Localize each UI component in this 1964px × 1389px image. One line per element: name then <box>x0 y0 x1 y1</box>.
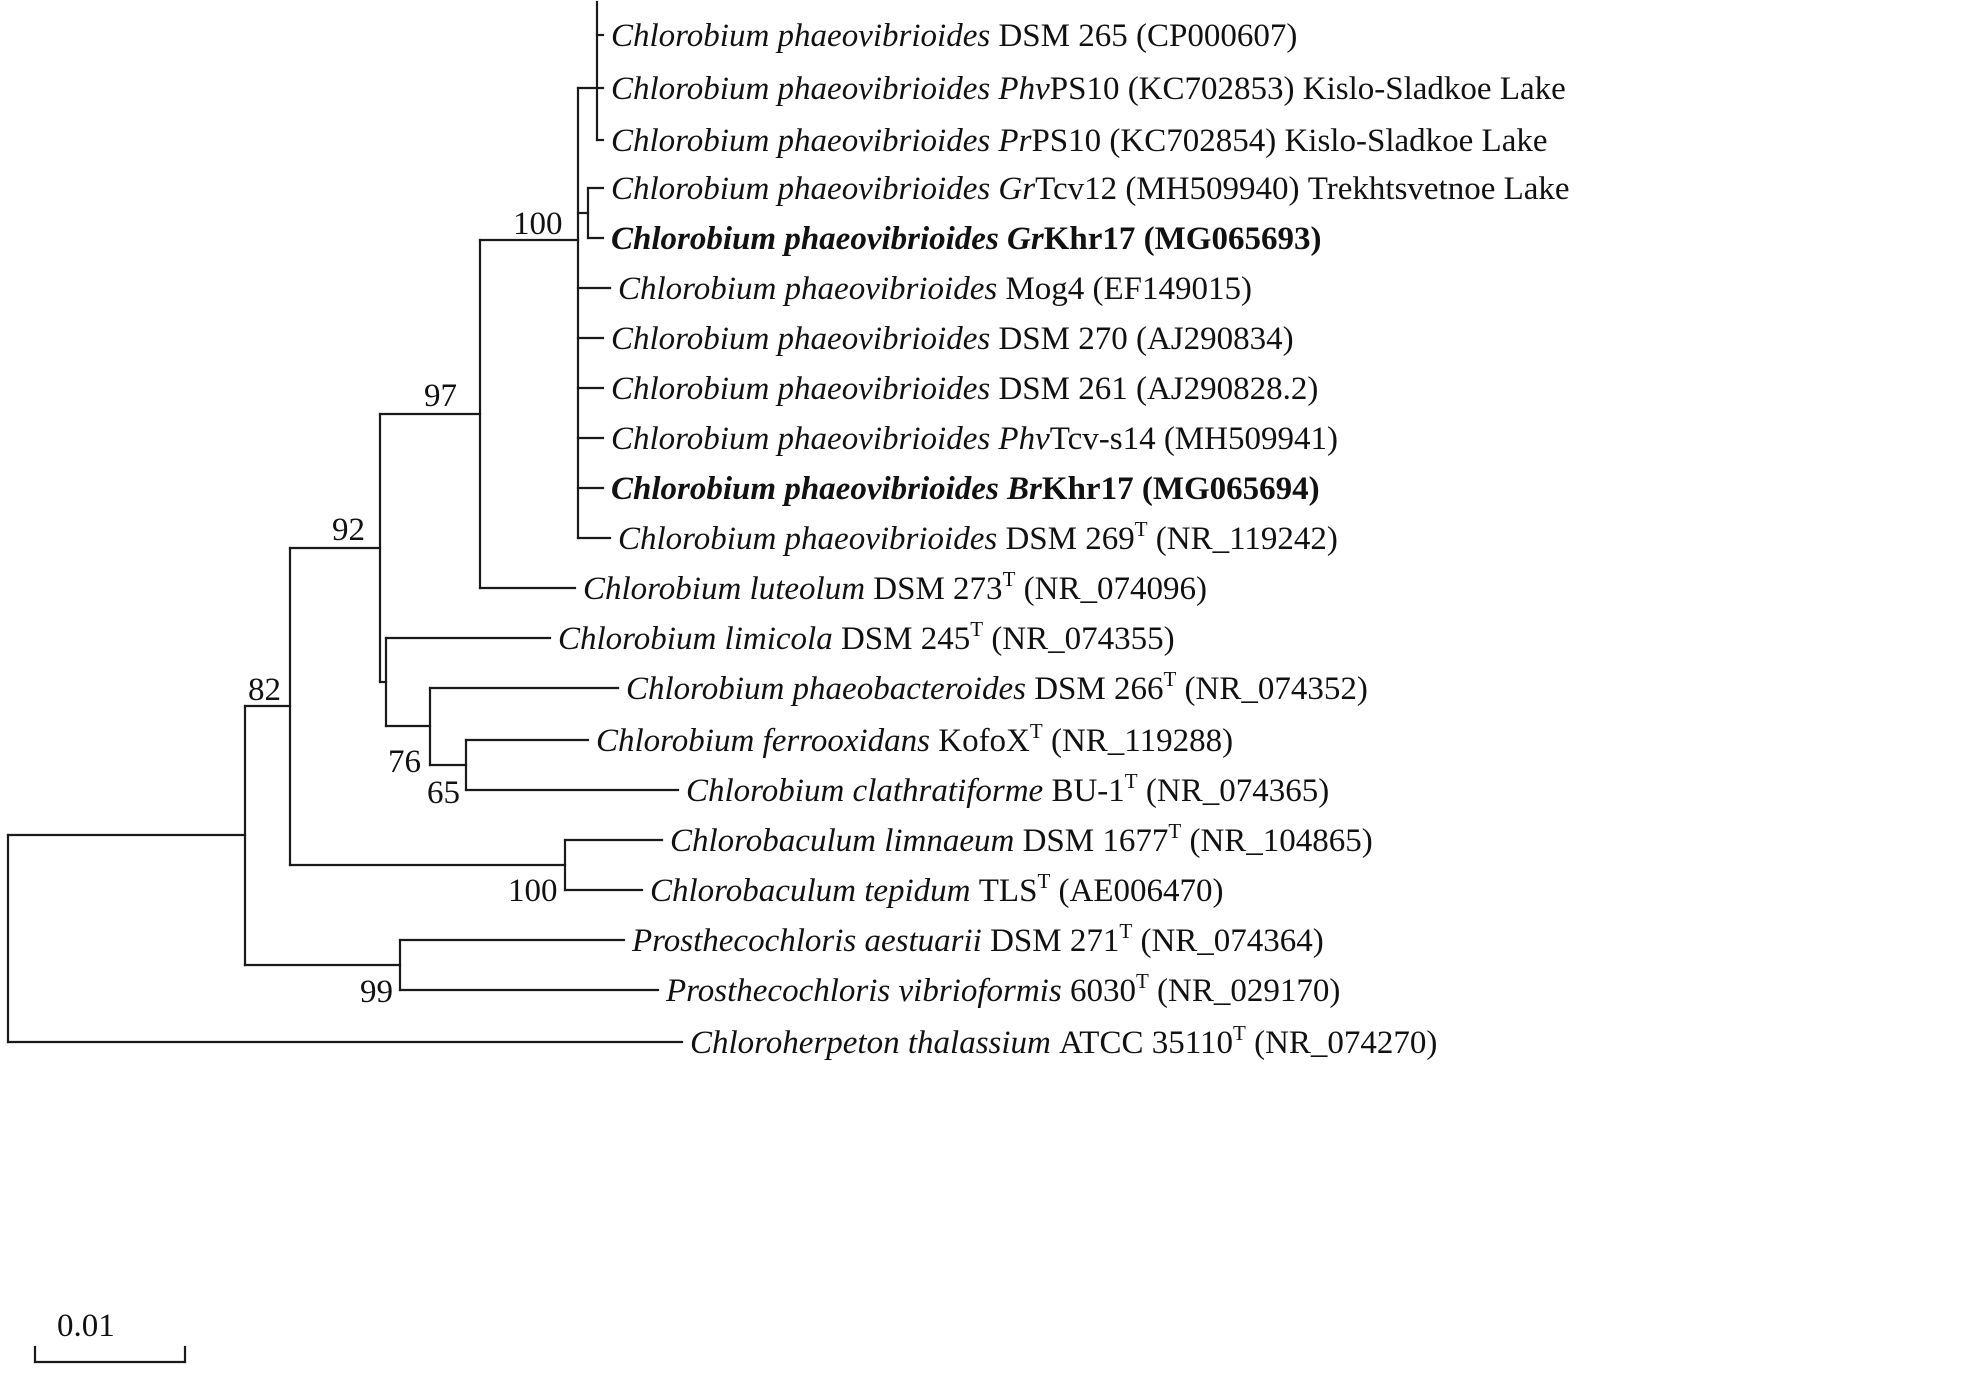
taxon-label: Prosthecochloris aestuarii DSM 271T (NR_… <box>631 919 1324 959</box>
scale-bar: 0.01 <box>33 1308 187 1364</box>
taxon-labels: Chlorobium phaeovibrioides DSM 265 (CP00… <box>558 18 1570 1061</box>
taxon-label: Chlorobium ferrooxidans KofoXT (NR_11928… <box>596 719 1233 759</box>
taxon-label: Chlorobaculum limnaeum DSM 1677T (NR_104… <box>670 819 1373 859</box>
scale-bar-label: 0.01 <box>57 1308 115 1344</box>
taxon-label: Chlorobium phaeobacteroides DSM 266T (NR… <box>626 667 1368 707</box>
bootstrap-value: 100 <box>513 206 563 242</box>
taxon-label: Chlorobium phaeovibrioides GrKhr17 (MG06… <box>611 221 1321 257</box>
bootstrap-value: 92 <box>332 512 365 548</box>
taxon-label: Chlorobium phaeovibrioides PrPS10 (KC702… <box>611 123 1547 159</box>
taxon-label: Chloroherpeton thalassium ATCC 35110T (N… <box>690 1021 1437 1061</box>
bootstrap-value: 100 <box>508 873 558 909</box>
taxon-label: Chlorobaculum tepidum TLST (AE006470) <box>650 869 1223 909</box>
taxon-label: Chlorobium phaeovibrioides DSM 261 (AJ29… <box>611 371 1318 407</box>
taxon-label: Chlorobium phaeovibrioides PhvPS10 (KC70… <box>611 71 1566 107</box>
bootstrap-value: 82 <box>248 672 281 708</box>
bootstrap-value: 65 <box>427 775 460 811</box>
taxon-label: Chlorobium phaeovibrioides DSM 270 (AJ29… <box>611 321 1294 357</box>
taxon-label: Chlorobium clathratiforme BU-1T (NR_0743… <box>686 769 1329 809</box>
taxon-label: Chlorobium phaeovibrioides DSM 265 (CP00… <box>611 18 1297 54</box>
taxon-label: Prosthecochloris vibrioformis 6030T (NR_… <box>665 969 1340 1009</box>
taxon-label: Chlorobium phaeovibrioides GrTcv12 (MH50… <box>611 171 1570 207</box>
taxon-label: Chlorobium phaeovibrioides BrKhr17 (MG06… <box>611 471 1320 507</box>
bootstrap-value: 99 <box>360 974 393 1010</box>
taxon-label: Chlorobium limicola DSM 245T (NR_074355) <box>558 617 1175 657</box>
taxon-label: Chlorobium luteolum DSM 273T (NR_074096) <box>583 567 1207 607</box>
taxon-label: Chlorobium phaeovibrioides Mog4 (EF14901… <box>618 271 1252 307</box>
tree-branches <box>6 0 684 1044</box>
taxon-label: Chlorobium phaeovibrioides PhvTcv-s14 (M… <box>611 421 1338 457</box>
bootstrap-value: 97 <box>424 378 457 414</box>
taxon-label: Chlorobium phaeovibrioides DSM 269T (NR_… <box>618 517 1338 557</box>
bootstrap-value: 76 <box>388 744 421 780</box>
